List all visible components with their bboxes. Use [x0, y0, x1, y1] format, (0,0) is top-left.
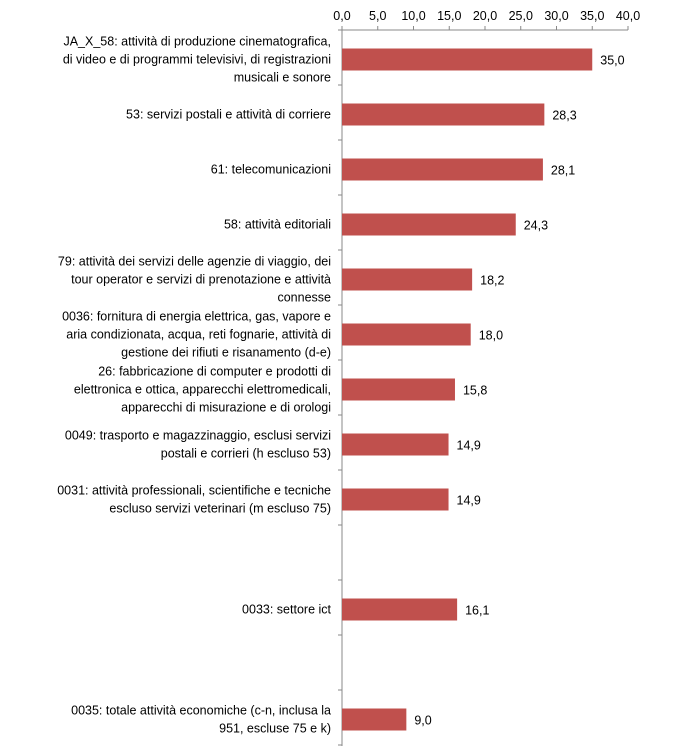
bar-value-label: 18,2 — [480, 274, 504, 288]
category-label: musicali e sonore — [234, 71, 331, 85]
category-label: elettronica e ottica, apparecchi elettro… — [74, 383, 331, 397]
category-label: tour operator e servizi di prenotazione … — [71, 273, 331, 287]
x-tick-label: 5,0 — [369, 9, 386, 23]
bar — [342, 433, 449, 456]
x-tick-label: 40,0 — [616, 9, 640, 23]
bar — [342, 708, 407, 731]
category-label: 0033: settore ict — [242, 603, 331, 617]
category-label: gestione dei rifiuti e risanamento (d-e) — [121, 346, 331, 360]
category-label: postali e corrieri (h escluso 53) — [161, 447, 331, 461]
bar-value-label: 24,3 — [524, 219, 548, 233]
category-label: 951, escluse 75 e k) — [219, 722, 331, 736]
category-label: 0035: totale attività economiche (c-n, i… — [71, 704, 331, 718]
bar — [342, 213, 516, 236]
category-label: JA_X_58: attività di produzione cinemato… — [63, 35, 331, 49]
category-label: connesse — [277, 291, 331, 305]
category-label: di video e di programmi televisivi, di r… — [63, 53, 331, 67]
bar-value-label: 18,0 — [479, 329, 503, 343]
x-tick-label: 25,0 — [509, 9, 533, 23]
bar-value-label: 15,8 — [463, 384, 487, 398]
category-label: 0036: fornitura di energia elettrica, ga… — [62, 310, 331, 324]
bar — [342, 598, 458, 621]
x-tick-label: 35,0 — [580, 9, 604, 23]
bar-value-label: 28,3 — [552, 109, 576, 123]
category-label: 58: attività editoriali — [224, 218, 331, 232]
x-tick-label: 20,0 — [473, 9, 497, 23]
x-tick-label: 30,0 — [544, 9, 568, 23]
bar-value-label: 28,1 — [551, 164, 575, 178]
bar-value-label: 16,1 — [465, 604, 489, 618]
category-label: escluso servizi veterinari (m escluso 75… — [109, 502, 331, 516]
bar — [342, 103, 545, 126]
bar — [342, 268, 473, 291]
x-tick-label: 10,0 — [401, 9, 425, 23]
category-labels: JA_X_58: attività di produzione cinemato… — [57, 35, 331, 736]
bar-value-label: 14,9 — [457, 494, 481, 508]
bar — [342, 378, 455, 401]
category-label: 0031: attività professionali, scientific… — [57, 484, 331, 498]
category-label: apparecchi di misurazione e di orologi — [121, 401, 331, 415]
bar — [342, 488, 449, 511]
category-label: 26: fabbricazione di computer e prodotti… — [98, 365, 331, 379]
category-label: 0049: trasporto e magazzinaggio, esclusi… — [65, 429, 331, 443]
bar-value-label: 35,0 — [600, 54, 624, 68]
category-label: aria condizionata, acqua, reti fognarie,… — [66, 328, 331, 342]
bar-value-label: 9,0 — [414, 714, 431, 728]
category-label: 61: telecomunicazioni — [211, 163, 331, 177]
category-label: 53: servizi postali e attività di corrie… — [126, 108, 331, 122]
bar — [342, 48, 593, 71]
bars: 35,0 28,3 28,1 24,3 18,2 18,0 15,8 14,9 14,9 16,1… — [342, 48, 625, 731]
x-tick-label: 0,0 — [333, 9, 350, 23]
bar — [342, 323, 471, 346]
bar-value-label: 14,9 — [457, 439, 481, 453]
bar — [342, 158, 543, 181]
category-label: 79: attività dei servizi delle agenzie d… — [58, 255, 331, 269]
value-axis: 0,0 5,0 10,0 15,0 20,0 25,0 30,0 35,0 40,0 — [333, 9, 640, 746]
x-tick-label: 15,0 — [437, 9, 461, 23]
